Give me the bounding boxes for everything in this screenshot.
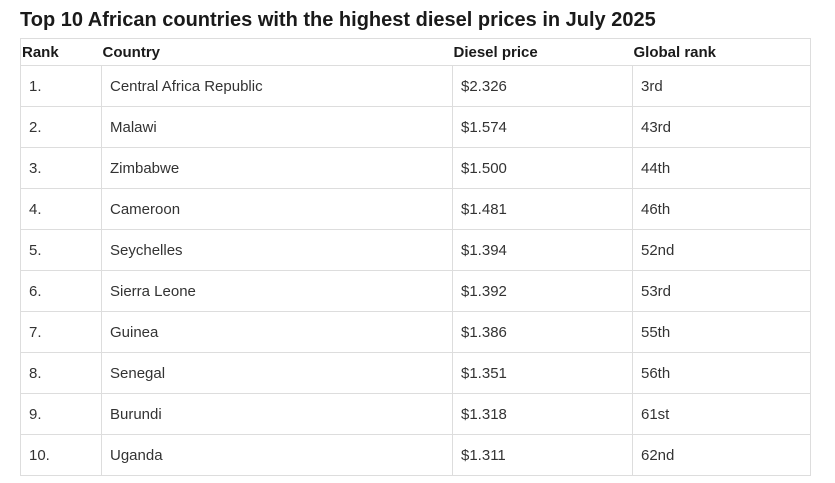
diesel-price-cell: $1.394 bbox=[452, 229, 633, 271]
country-cell: Seychelles bbox=[101, 229, 453, 271]
rank-cell: 8. bbox=[20, 352, 102, 394]
global-rank-cell: 55th bbox=[632, 311, 811, 353]
country-cell: Burundi bbox=[101, 393, 453, 435]
rank-cell: 10. bbox=[20, 434, 102, 476]
diesel-price-cell: $1.311 bbox=[452, 434, 633, 476]
rank-cell: 1. bbox=[20, 65, 102, 107]
global-rank-cell: 44th bbox=[632, 147, 811, 189]
country-cell: Uganda bbox=[101, 434, 453, 476]
table-row: 4. Cameroon $1.481 46th bbox=[20, 188, 811, 230]
global-rank-cell: 61st bbox=[632, 393, 811, 435]
global-rank-header: Global rank bbox=[632, 38, 811, 66]
table-header: Rank Country Diesel price Global rank bbox=[20, 38, 811, 66]
rank-cell: 6. bbox=[20, 270, 102, 312]
country-cell: Guinea bbox=[101, 311, 453, 353]
table-row: 7. Guinea $1.386 55th bbox=[20, 311, 811, 353]
table-row: 10. Uganda $1.311 62nd bbox=[20, 434, 811, 476]
global-rank-cell: 43rd bbox=[632, 106, 811, 148]
country-cell: Cameroon bbox=[101, 188, 453, 230]
diesel-price-cell: $1.481 bbox=[452, 188, 633, 230]
rank-cell: 3. bbox=[20, 147, 102, 189]
global-rank-cell: 46th bbox=[632, 188, 811, 230]
table-body: 1. Central Africa Republic $2.326 3rd 2.… bbox=[20, 65, 811, 476]
page-title: Top 10 African countries with the highes… bbox=[20, 9, 656, 31]
global-rank-cell: 53rd bbox=[632, 270, 811, 312]
diesel-prices-table: Rank Country Diesel price Global rank 1.… bbox=[20, 38, 811, 476]
global-rank-cell: 56th bbox=[632, 352, 811, 394]
diesel-price-cell: $1.386 bbox=[452, 311, 633, 353]
table-row: 9. Burundi $1.318 61st bbox=[20, 393, 811, 435]
diesel-price-cell: $1.392 bbox=[452, 270, 633, 312]
country-cell: Sierra Leone bbox=[101, 270, 453, 312]
diesel-price-header: Diesel price bbox=[452, 38, 633, 66]
table-row: 3. Zimbabwe $1.500 44th bbox=[20, 147, 811, 189]
table-row: 5. Seychelles $1.394 52nd bbox=[20, 229, 811, 271]
rank-cell: 5. bbox=[20, 229, 102, 271]
diesel-price-cell: $1.574 bbox=[452, 106, 633, 148]
table-row: 8. Senegal $1.351 56th bbox=[20, 352, 811, 394]
table-row: 6. Sierra Leone $1.392 53rd bbox=[20, 270, 811, 312]
rank-cell: 9. bbox=[20, 393, 102, 435]
table-row: 2. Malawi $1.574 43rd bbox=[20, 106, 811, 148]
global-rank-cell: 52nd bbox=[632, 229, 811, 271]
country-header: Country bbox=[101, 38, 453, 66]
rank-cell: 4. bbox=[20, 188, 102, 230]
table-row: 1. Central Africa Republic $2.326 3rd bbox=[20, 65, 811, 107]
diesel-price-cell: $1.351 bbox=[452, 352, 633, 394]
diesel-price-cell: $1.500 bbox=[452, 147, 633, 189]
country-cell: Senegal bbox=[101, 352, 453, 394]
rank-cell: 7. bbox=[20, 311, 102, 353]
rank-header: Rank bbox=[20, 38, 102, 66]
country-cell: Zimbabwe bbox=[101, 147, 453, 189]
global-rank-cell: 3rd bbox=[632, 65, 811, 107]
diesel-price-cell: $2.326 bbox=[452, 65, 633, 107]
country-cell: Central Africa Republic bbox=[101, 65, 453, 107]
header-row: Rank Country Diesel price Global rank bbox=[20, 38, 811, 66]
global-rank-cell: 62nd bbox=[632, 434, 811, 476]
diesel-price-cell: $1.318 bbox=[452, 393, 633, 435]
country-cell: Malawi bbox=[101, 106, 453, 148]
rank-cell: 2. bbox=[20, 106, 102, 148]
